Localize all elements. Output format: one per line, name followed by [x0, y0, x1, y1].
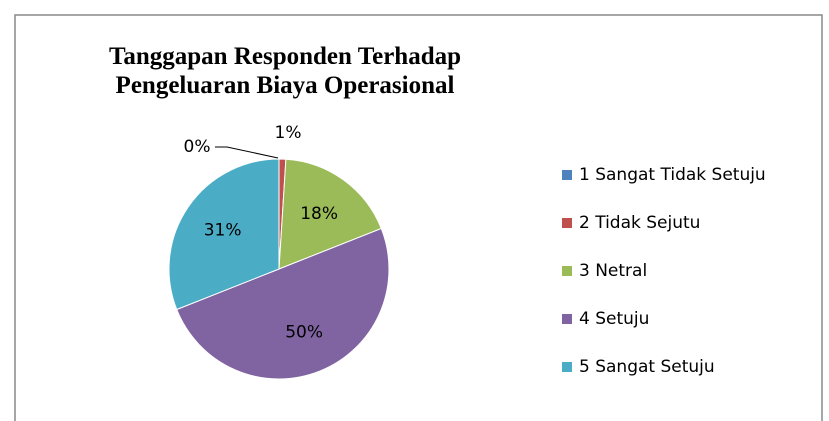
legend-swatch	[562, 218, 572, 228]
legend-label: 5 Sangat Setuju	[579, 357, 715, 377]
data-label: 1%	[275, 123, 302, 143]
data-label: 18%	[300, 204, 338, 224]
pie-slice	[176, 227, 390, 380]
legend-label: 3 Netral	[579, 261, 647, 281]
data-label: 50%	[285, 322, 323, 342]
legend-label: 4 Setuju	[579, 309, 649, 329]
leader-line	[215, 146, 279, 159]
legend-swatch	[562, 170, 572, 180]
legend-swatch	[562, 266, 572, 276]
frame	[14, 14, 823, 421]
pie-slice	[168, 158, 280, 311]
legend-label: 1 Sangat Tidak Setuju	[579, 165, 766, 185]
legend-swatch	[562, 362, 572, 372]
data-label: 0%	[184, 137, 211, 157]
chart-title: Tanggapan Responden Terhadap Pengeluaran…	[108, 43, 461, 99]
legend-swatch	[562, 314, 572, 324]
data-label: 31%	[204, 221, 242, 241]
pie-slice	[278, 158, 382, 270]
legend-label: 2 Tidak Sejutu	[579, 213, 700, 233]
